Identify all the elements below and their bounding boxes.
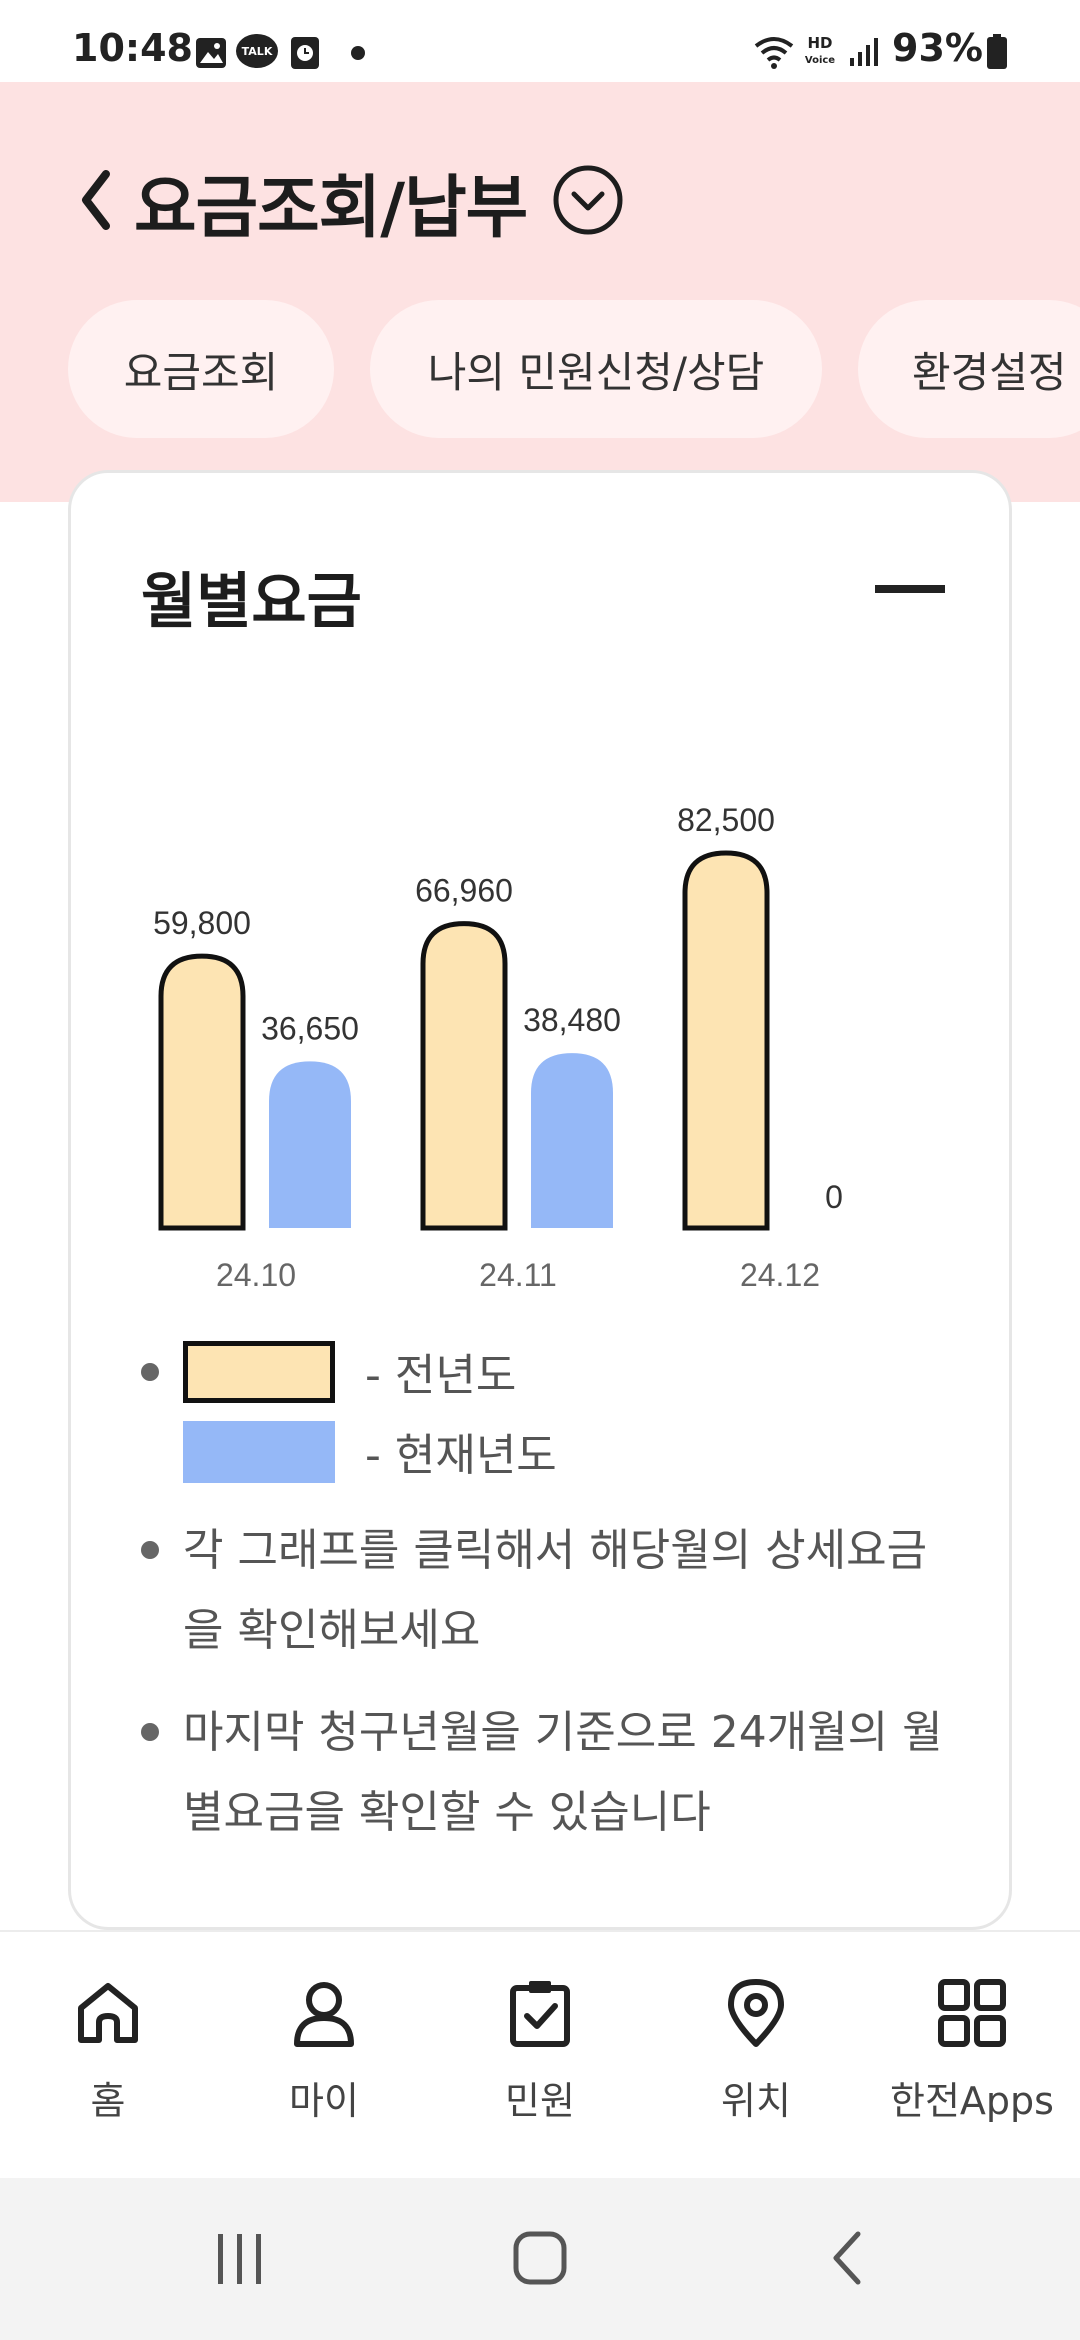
clock-app-icon (291, 37, 319, 69)
nav-label: 한전Apps (890, 2079, 1054, 2123)
chevron-down-icon[interactable] (552, 164, 624, 236)
x-tick-label: 24.11 (479, 1257, 557, 1293)
monthly-fee-chart[interactable]: 59,800 36,650 24.10 66,960 38,480 24.11 82,500… (71, 773, 1012, 1373)
nav-location[interactable]: 위치 (656, 1978, 856, 2125)
status-bar: 10:48 TALK HD Voice 93% (0, 0, 1080, 82)
gallery-icon (196, 38, 226, 68)
battery-icon (987, 34, 1007, 69)
home-icon (78, 1983, 138, 2043)
x-tick-label: 24.10 (216, 1257, 296, 1293)
card-title: 월별요금 (141, 567, 362, 637)
nav-label: 홈 (90, 2079, 126, 2123)
note-bullet (141, 1541, 159, 1559)
bottom-navigation: 홈 마이 민원 위치 한전Apps (0, 1930, 1080, 2178)
monthly-fee-card: 월별요금 59,800 36,650 24.10 66,960 38,480 24.11 8… (68, 470, 1012, 1930)
bar-value-label: 59,800 (153, 905, 251, 941)
bar-prev-year[interactable] (420, 921, 508, 1231)
legend-label-curr-year: - 현재년도 (365, 1430, 557, 1481)
bar-curr-year[interactable] (269, 1061, 351, 1228)
home-system-icon[interactable] (510, 2228, 570, 2288)
recent-apps-icon[interactable] (210, 2228, 270, 2288)
x-tick-label: 24.12 (740, 1257, 820, 1293)
back-icon[interactable] (72, 160, 122, 240)
page-title: 요금조회/납부 (134, 169, 528, 248)
location-pin-icon (728, 1979, 784, 2047)
nav-label: 마이 (289, 2079, 359, 2123)
talk-badge-text: TALK (241, 44, 273, 58)
battery-percent: 93% (892, 26, 983, 70)
legend-label-prev-year: - 전년도 (365, 1350, 517, 1401)
bar-value-label: 0 (825, 1179, 843, 1215)
nav-my[interactable]: 마이 (224, 1978, 424, 2125)
status-time: 10:48 (72, 26, 193, 70)
bar-prev-year[interactable] (682, 850, 770, 1231)
tab-label: 요금조회 (123, 347, 279, 397)
bar-value-label: 38,480 (523, 1002, 621, 1038)
hd-voice-icon: HD Voice (804, 34, 836, 67)
tab-settings[interactable]: 환경설정 (858, 300, 1080, 438)
signal-icon (850, 38, 878, 66)
nav-label: 민원 (505, 2079, 575, 2123)
back-system-icon[interactable] (818, 2228, 878, 2288)
apps-grid-icon (938, 1979, 1006, 2047)
tab-label: 환경설정 (912, 347, 1067, 397)
bar-curr-year[interactable] (531, 1053, 613, 1228)
bar-value-label: 66,960 (415, 873, 513, 909)
person-icon (294, 1982, 354, 2047)
talk-icon: TALK (236, 34, 278, 68)
bar-prev-year[interactable] (158, 953, 246, 1231)
note-click-graph: 각 그래프를 클릭해서 해당월의 상세요금을 확인해보세요 (183, 1525, 928, 1656)
collapse-button[interactable] (875, 585, 945, 593)
legend-bullet (141, 1363, 159, 1381)
nav-kepco-apps[interactable]: 한전Apps (872, 1978, 1072, 2125)
bar-value-label: 82,500 (677, 802, 775, 838)
nav-civil-request[interactable]: 민원 (440, 1978, 640, 2125)
tab-my-requests[interactable]: 나의 민원신청/상담 (370, 300, 822, 438)
legend-swatch-prev-year (183, 1341, 335, 1403)
nav-label: 위치 (721, 2079, 791, 2123)
system-navigation-bar (0, 2178, 1080, 2340)
header: 요금조회/납부 요금조회 나의 민원신청/상담 환경설정 (0, 82, 1080, 502)
wifi-icon (754, 37, 794, 69)
nav-home[interactable]: 홈 (8, 1978, 208, 2125)
bar-value-label: 36,650 (261, 1010, 359, 1046)
note-bullet (141, 1723, 159, 1741)
legend-swatch-curr-year (183, 1421, 335, 1483)
tab-bill-inquiry[interactable]: 요금조회 (68, 300, 334, 438)
clipboard-check-icon (510, 1981, 570, 2047)
note-24-months: 마지막 청구년월을 기준으로 24개월의 월별요금을 확인할 수 있습니다 (183, 1707, 943, 1838)
dot-icon (351, 46, 365, 60)
tab-label: 나의 민원신청/상담 (427, 347, 765, 397)
